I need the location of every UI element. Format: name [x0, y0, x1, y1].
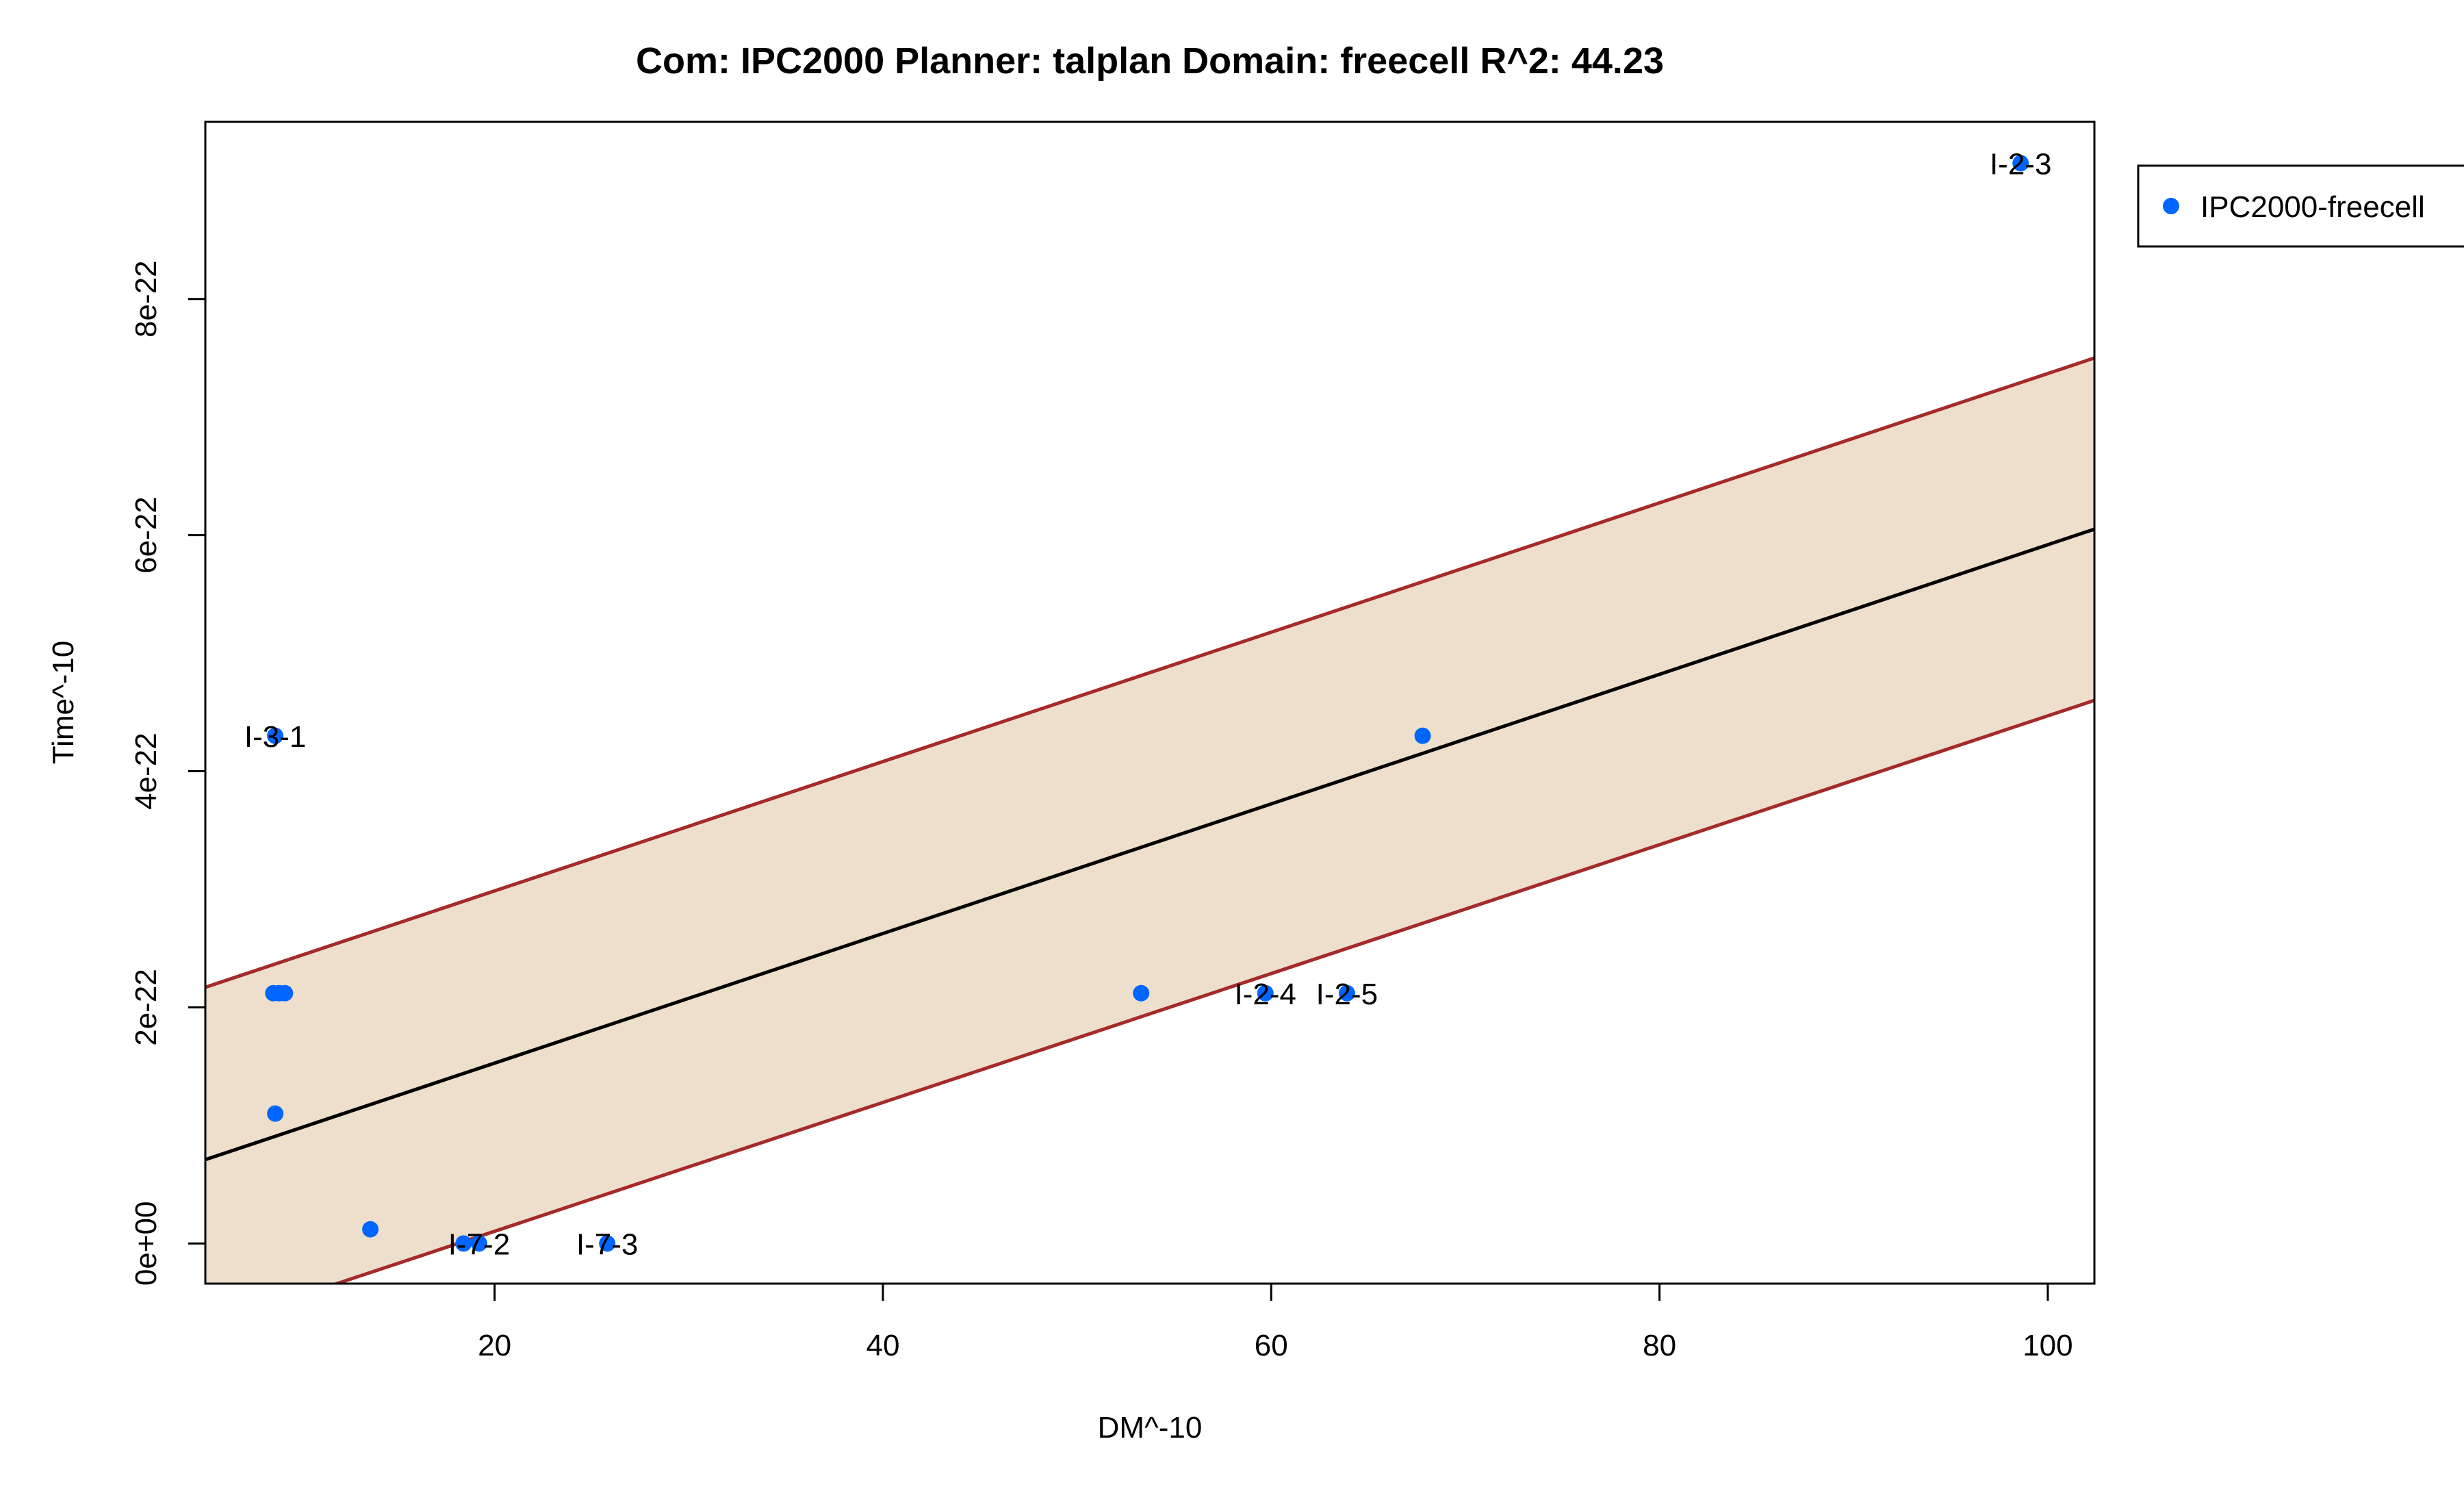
data-point — [1133, 984, 1150, 1002]
data-point — [277, 984, 294, 1002]
data-point-label: I-3-1 — [244, 720, 306, 754]
data-point — [1414, 727, 1431, 744]
x-tick-label: 80 — [1643, 1329, 1676, 1362]
y-axis-title: Time^-10 — [47, 641, 80, 764]
prediction-band — [205, 357, 2094, 1284]
legend: IPC2000-freecell — [2137, 164, 2464, 248]
data-point — [1338, 984, 1355, 1002]
data-point-label: I-7-2 — [448, 1227, 510, 1261]
legend-marker — [2163, 198, 2179, 214]
data-point-label: I-7-3 — [576, 1227, 638, 1261]
x-axis-title: DM^-10 — [1098, 1411, 1203, 1445]
y-tick-label: 6e-22 — [129, 496, 163, 574]
chart-title: Com: IPC2000 Planner: talplan Domain: fr… — [636, 40, 1664, 81]
x-tick-label: 20 — [478, 1329, 511, 1362]
data-point — [470, 1235, 487, 1252]
data-point — [267, 727, 284, 744]
data-point-label: I-2-4 — [1235, 978, 1296, 1011]
regression-line — [205, 527, 2094, 1162]
data-point — [599, 1235, 616, 1252]
data-point-label: I-2-5 — [1316, 978, 1378, 1011]
x-tick-label: 60 — [1255, 1329, 1288, 1362]
x-tick-label: 40 — [866, 1329, 899, 1362]
data-point-label: I-2-3 — [1990, 147, 2051, 181]
y-tick-label: 8e-22 — [129, 260, 163, 338]
data-point — [267, 1105, 284, 1122]
y-tick-label: 2e-22 — [129, 969, 163, 1046]
y-tick-label: 0e+00 — [129, 1201, 163, 1286]
data-point — [362, 1221, 379, 1238]
data-point — [455, 1235, 472, 1252]
data-point — [1257, 984, 1274, 1002]
data-point — [2012, 155, 2029, 172]
y-tick-label: 4e-22 — [129, 733, 163, 810]
legend-box — [2137, 164, 2464, 248]
x-tick-label: 100 — [2023, 1329, 2072, 1362]
point-labels: I-2-3 I-3-1 I-2-4 I-2-5 I-7-2 I-7-3 — [244, 147, 2052, 1261]
band-upper-line — [205, 356, 2094, 989]
x-axis: 20 40 60 80 100 — [478, 1282, 2073, 1362]
legend-entry-label: IPC2000-freecell — [2200, 190, 2425, 224]
band-lower-line — [331, 698, 2094, 1284]
y-axis: 0e+00 2e-22 4e-22 6e-22 8e-22 — [129, 260, 207, 1286]
data-points — [265, 155, 2029, 1252]
